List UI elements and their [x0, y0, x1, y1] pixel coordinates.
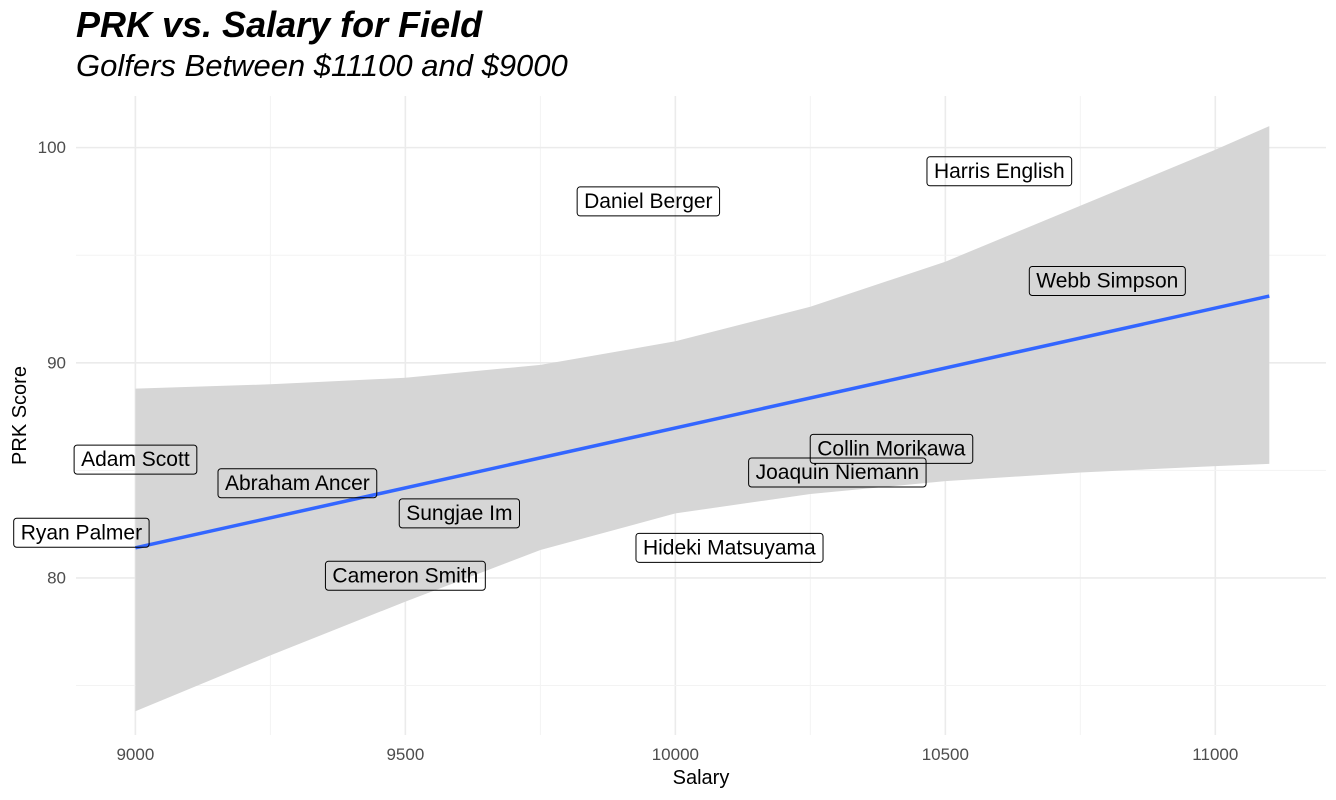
point-label: Cameron Smith — [324, 560, 486, 591]
point-label-box — [926, 156, 1073, 187]
x-tick-label: 9000 — [116, 745, 154, 764]
point-label-text: Ryan Palmer — [21, 521, 142, 544]
chart-subtitle: Golfers Between $11100 and $9000 — [76, 48, 568, 83]
point-label-text: Hideki Matsuyama — [643, 536, 816, 559]
point-label: Joaquin Niemann — [748, 457, 927, 488]
point-label-text: Joaquin Niemann — [756, 461, 919, 484]
x-axis-title: Salary — [673, 767, 730, 789]
point-label: Hideki Matsuyama — [635, 532, 824, 563]
point-label-text: Harris English — [934, 160, 1065, 183]
point-labels-layer: Harris English Daniel Berger Webb Simpson C… — [13, 156, 1186, 591]
point-label: Abraham Ancer — [217, 468, 378, 499]
point-label-text: Webb Simpson — [1036, 270, 1178, 293]
point-label: Sungjae Im — [398, 498, 520, 529]
point-label-text: Abraham Ancer — [225, 472, 370, 495]
point-label: Daniel Berger — [576, 186, 721, 217]
point-label-box — [748, 457, 927, 488]
point-label-box — [398, 498, 520, 529]
point-label-box — [217, 468, 378, 499]
y-tick-label: 90 — [47, 353, 66, 372]
trend-line-layer — [135, 294, 1270, 550]
x-tick-label: 10500 — [922, 745, 969, 764]
point-label: Harris English — [926, 156, 1073, 187]
chart-title: PRK vs. Salary for Field — [76, 4, 483, 45]
point-label-box — [13, 517, 150, 548]
point-label: Webb Simpson — [1028, 266, 1186, 297]
point-label: Collin Morikawa — [809, 433, 974, 464]
point-label: Ryan Palmer — [13, 517, 150, 548]
axes-layer: 9000 9500 10000 10500 11000 80 90 100 Salary PRK … — [9, 138, 1238, 789]
point-label-text: Cameron Smith — [332, 564, 478, 587]
confidence-band — [135, 126, 1270, 712]
point-label-box — [73, 444, 198, 475]
x-tick-label: 11000 — [1192, 745, 1238, 764]
point-label-box — [635, 532, 824, 563]
point-label-text: Collin Morikawa — [817, 437, 966, 460]
x-tick-label: 10000 — [652, 745, 699, 764]
trend-line — [135, 294, 1270, 550]
point-label-text: Adam Scott — [81, 448, 190, 471]
point-label: Adam Scott — [73, 444, 198, 475]
point-label-box — [1028, 266, 1186, 297]
point-label-text: Sungjae Im — [406, 502, 512, 525]
y-tick-label: 100 — [38, 138, 66, 157]
point-label-box — [576, 186, 721, 217]
point-label-text: Daniel Berger — [584, 190, 712, 213]
confidence-band-layer — [135, 126, 1270, 712]
y-tick-label: 80 — [47, 568, 66, 587]
x-tick-label: 9500 — [386, 745, 424, 764]
point-label-box — [324, 560, 486, 591]
y-axis-title: PRK Score — [9, 366, 31, 465]
point-label-box — [809, 433, 974, 464]
